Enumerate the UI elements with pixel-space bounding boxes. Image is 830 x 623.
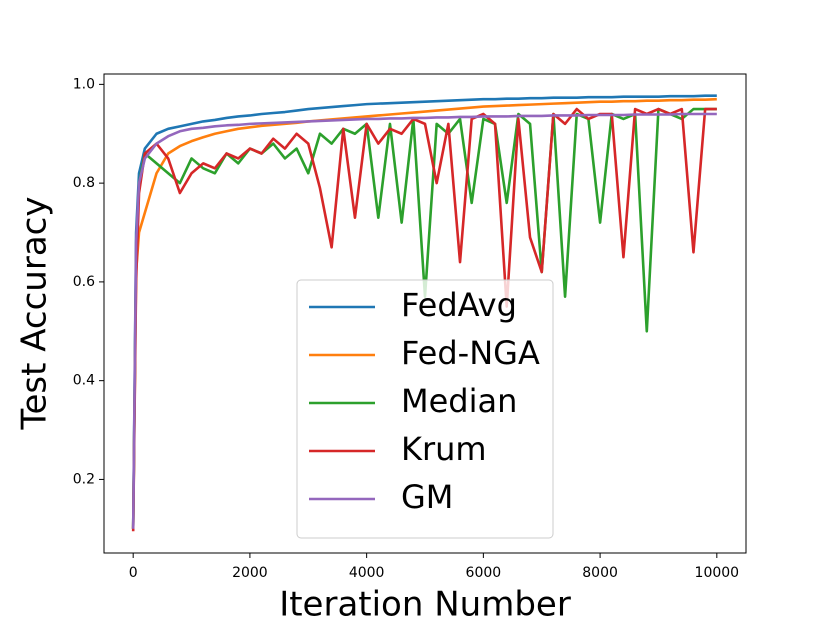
x-tick-label: 10000: [695, 565, 740, 581]
legend-label: Median: [401, 382, 517, 420]
x-tick-label: 8000: [582, 565, 618, 581]
y-tick-label: 0.8: [73, 175, 95, 191]
x-tick-label: 2000: [232, 565, 268, 581]
x-tick-label: 4000: [349, 565, 385, 581]
x-axis-label: Iteration Number: [279, 585, 571, 623]
y-tick-label: 0.2: [73, 471, 95, 487]
legend-label: Krum: [401, 430, 487, 468]
legend-label: Fed-NGA: [401, 334, 540, 372]
y-tick-label: 1.0: [73, 76, 95, 92]
legend-label: GM: [401, 478, 453, 516]
plot-frame: [103, 73, 747, 554]
y-tick-label: 0.6: [73, 274, 95, 290]
legend-box: [296, 279, 554, 539]
y-axis-label: Test Accuracy: [15, 197, 55, 431]
x-tick-label: 0: [129, 565, 138, 581]
series-line: [131, 94, 717, 529]
legend-label: FedAvg: [401, 286, 517, 324]
y-tick-label: 0.4: [73, 373, 95, 389]
series-line: [131, 112, 717, 529]
x-tick-label: 6000: [466, 565, 502, 581]
series-line: [131, 97, 717, 529]
